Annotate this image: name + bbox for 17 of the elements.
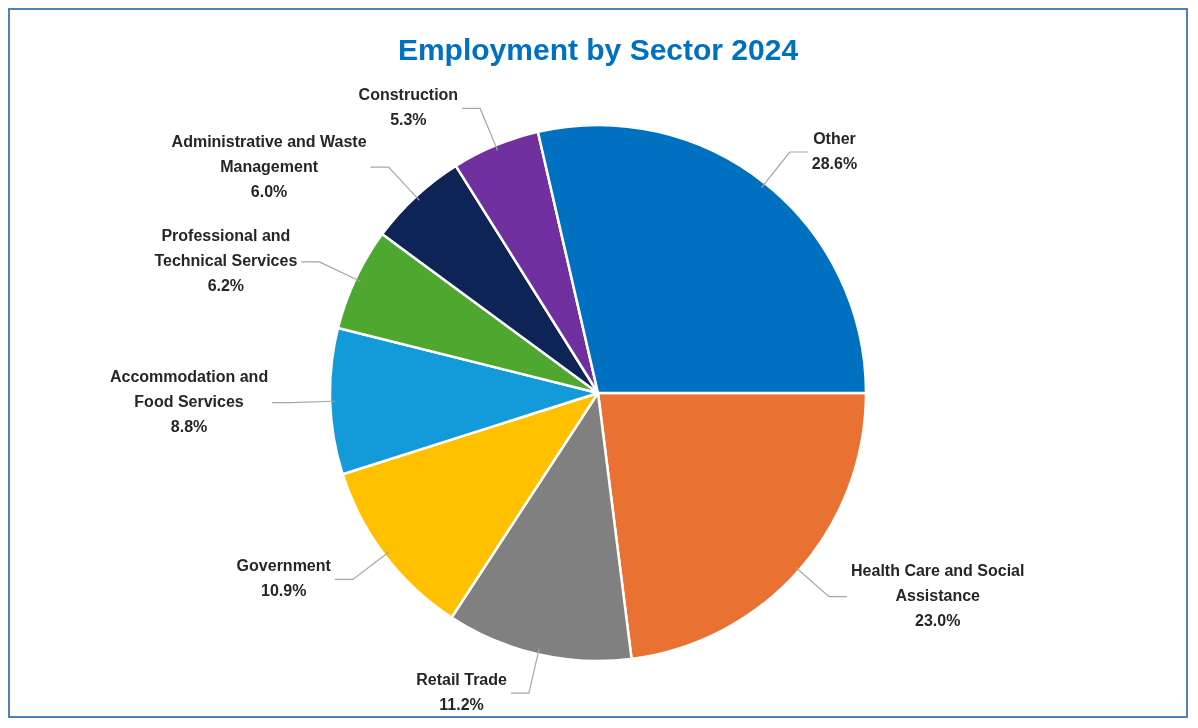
data-label: 28.6% — [811, 154, 858, 172]
data-label: 11.2% — [439, 696, 484, 714]
data-label: 6.2% — [207, 277, 245, 295]
data-label: 6.0% — [250, 182, 288, 200]
data-label: 8.8% — [170, 418, 208, 436]
chart-title: Employment by Sector 2024 — [397, 33, 799, 67]
slice-label: Health Care and Social Assistance — [851, 562, 1025, 605]
data-label: 10.9% — [261, 582, 307, 600]
data-label: 5.3% — [390, 111, 427, 129]
slice-label: Retail Trade — [416, 671, 508, 689]
slice-label: Government — [236, 557, 332, 575]
slice-label: Other — [813, 129, 856, 147]
slice-label: Administrative and Waste Management — [171, 132, 367, 175]
slice-label: Construction — [358, 86, 459, 104]
data-label: 23.0% — [915, 612, 961, 630]
slice-label: Accommodation and Food Services — [109, 368, 269, 411]
slice-label: Professional and Technical Services — [154, 227, 298, 270]
